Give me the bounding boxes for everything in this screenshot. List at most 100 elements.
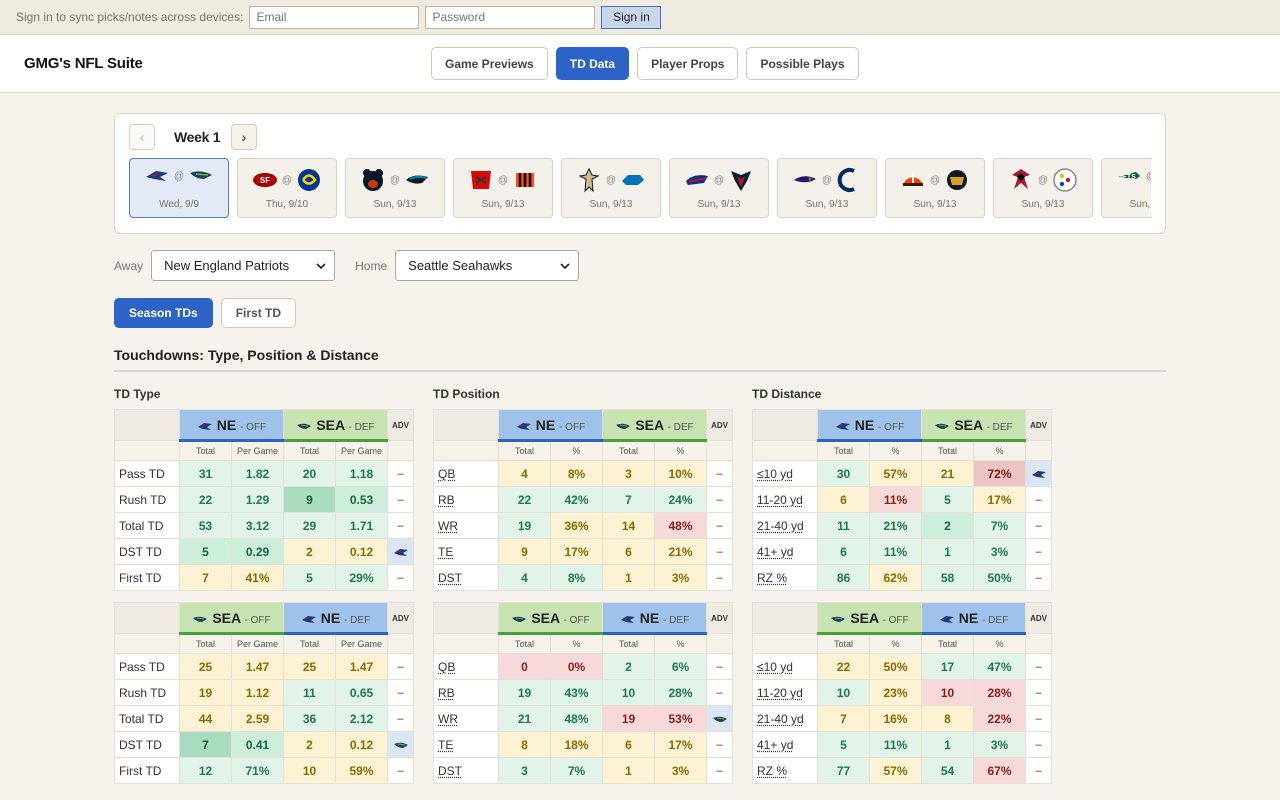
def-total-cell: 1 <box>921 731 975 758</box>
off-rate-cell: 11% <box>868 731 923 758</box>
game-date: Thu, 9/10 <box>265 199 309 210</box>
row-label: TE <box>433 538 499 565</box>
role-suffix: - DEF <box>663 614 690 626</box>
game-card-buf-hou[interactable]: @ Sun, 9/13 <box>669 158 769 218</box>
patriots-logo-icon <box>516 422 531 430</box>
tab-td-data[interactable]: TD Data <box>555 47 630 80</box>
adv-cell: – <box>706 757 734 784</box>
game-card-cle-jax[interactable]: @ Sun, 9/13 <box>885 158 985 218</box>
game-date: Sun, 9/13 <box>373 199 417 210</box>
tab-player-props[interactable]: Player Props <box>637 47 739 80</box>
game-card-bal-ind[interactable]: @ Sun, 9/13 <box>777 158 877 218</box>
svg-text:JETS: JETS <box>1118 174 1136 181</box>
def-rate-cell: 1.71 <box>334 512 389 539</box>
row-label: DST TD <box>114 731 180 758</box>
adv-cell <box>387 538 415 565</box>
def-total-cell: 11 <box>283 679 337 706</box>
table-row: Pass TD 31 1.82 20 1.18– <box>114 460 415 487</box>
game-card-no-det[interactable]: @ Sun, 9/13 <box>561 158 661 218</box>
off-rate-cell: 21% <box>869 512 922 539</box>
prev-week-button[interactable]: ‹ <box>129 124 155 150</box>
row-label: DST <box>433 564 499 591</box>
next-week-button[interactable]: › <box>231 124 257 150</box>
off-rate-cell: 11% <box>869 486 922 513</box>
def-total-cell: 10 <box>602 679 656 706</box>
ne-def-header: NE - DEF <box>283 602 389 635</box>
email-input[interactable] <box>249 5 420 29</box>
off-rate-cell: 62% <box>869 564 922 591</box>
sub-total: Total <box>602 440 655 461</box>
def-rate-cell: 0.65 <box>335 679 389 706</box>
dist1-table: NE - OFF SEA - DEF ADV Total % Total % ≤1… <box>752 409 1053 591</box>
table-row: RB 19 43% 10 28% – <box>433 679 734 706</box>
games-strip[interactable]: @ Wed, 9/9 SF @ Thu, 9/10 @ Sun, 9/13 <box>129 158 1151 220</box>
away-label: Away <box>114 258 144 273</box>
team-abbr: SEA <box>635 416 664 433</box>
game-card-ne-sea[interactable]: @ Wed, 9/9 <box>129 158 229 218</box>
def-total-cell: 2 <box>921 512 974 539</box>
steelers-logo-icon <box>1053 168 1077 192</box>
password-input[interactable] <box>425 5 596 29</box>
panthers-logo-icon <box>406 175 429 184</box>
away-team-select[interactable]: New England Patriots <box>151 250 336 281</box>
sub-per_game: Per Game <box>230 633 285 654</box>
def-rate-cell: 3% <box>973 731 1027 758</box>
adv-cell: – <box>387 486 415 513</box>
signin-button[interactable]: Sign in <box>601 5 662 29</box>
game-card-sf-lar[interactable]: SF @ Thu, 9/10 <box>237 158 337 218</box>
table-row: QB 4 8% 3 10% – <box>433 460 734 487</box>
adv-cell: – <box>1025 757 1053 784</box>
game-card-nyj[interactable]: JETS @ Sun, 9/13 <box>1101 158 1151 218</box>
row-label: First TD <box>114 564 180 591</box>
patriots-logo-icon <box>301 615 316 623</box>
role-suffix: - DEF <box>344 614 371 626</box>
off-total-cell: 6 <box>817 486 870 513</box>
saints-logo-icon <box>578 167 600 193</box>
off-total-cell: 7 <box>179 731 232 758</box>
adv-cell <box>1025 460 1053 487</box>
table-row: ≤10 yd 30 57% 21 72% <box>752 460 1053 487</box>
tab-game-previews[interactable]: Game Previews <box>431 47 548 80</box>
table-row: TE 9 17% 6 21% – <box>433 538 734 565</box>
off-rate-cell: 1.12 <box>230 679 285 706</box>
tab-possible-plays[interactable]: Possible Plays <box>746 47 859 80</box>
table-row: 41+ yd 5 11% 1 3% – <box>752 731 1053 758</box>
def-total-cell: 2 <box>602 653 656 680</box>
game-card-tb-cin[interactable]: @ Sun, 9/13 <box>453 158 553 218</box>
sub-total: Total <box>921 440 974 461</box>
ne-off-header: NE - OFF <box>817 409 922 442</box>
def-rate-cell: 47% <box>973 653 1027 680</box>
pos2-table: SEA - OFF NE - DEF ADV Total % Total % QB… <box>433 602 734 784</box>
game-date: Wed, 9/9 <box>159 199 199 210</box>
sea-off-header: SEA - OFF <box>178 602 285 635</box>
sub-pct: % <box>973 633 1027 654</box>
ne-def-header: NE - DEF <box>602 602 708 635</box>
table-row: 21-40 yd 11 21% 2 7% – <box>752 512 1053 539</box>
off-rate-cell: 23% <box>868 679 923 706</box>
off-rate-cell: 50% <box>868 653 923 680</box>
def-rate-cell: 0.12 <box>334 538 389 565</box>
def-total-cell: 58 <box>921 564 974 591</box>
seahawks-logo-icon <box>712 716 727 722</box>
team-abbr: NE <box>320 609 341 626</box>
row-label: DST <box>433 757 499 784</box>
blank-sub <box>706 440 734 461</box>
home-team-select[interactable]: Seattle Seahawks <box>395 250 580 281</box>
off-total-cell: 0 <box>498 653 551 680</box>
off-rate-cell: 1.29 <box>231 486 284 513</box>
svg-text:SF: SF <box>260 176 270 185</box>
off-rate-cell: 11% <box>869 538 922 565</box>
game-card-atl-pit[interactable]: @ Sun, 9/13 <box>993 158 1093 218</box>
tab-first-td[interactable]: First TD <box>220 298 297 328</box>
row-label: 41+ yd <box>752 731 818 758</box>
brand-title: GMG's NFL Suite <box>24 55 143 72</box>
tab-season-tds[interactable]: Season TDs <box>114 298 213 328</box>
blank-sub <box>706 633 734 654</box>
app-header: GMG's NFL Suite Game Previews TD Data Pl… <box>0 35 1280 93</box>
def-rate-cell: 29% <box>334 564 389 591</box>
off-rate-cell: 8% <box>550 564 603 591</box>
team-abbr: SEA <box>850 609 879 626</box>
adv-cell: – <box>706 512 734 539</box>
def-total-cell: 6 <box>602 538 655 565</box>
game-card-chi-car[interactable]: @ Sun, 9/13 <box>345 158 445 218</box>
